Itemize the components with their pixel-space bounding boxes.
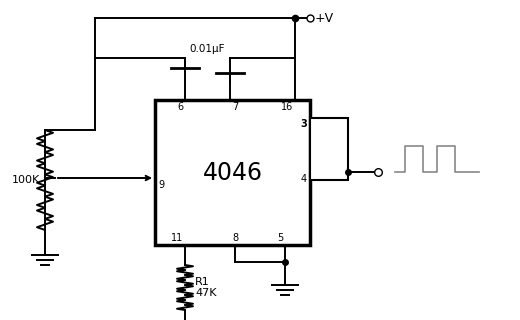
- Text: 16: 16: [281, 102, 293, 112]
- Text: 7: 7: [232, 102, 238, 112]
- Text: 100K: 100K: [12, 175, 40, 185]
- Text: 9: 9: [158, 180, 164, 190]
- Bar: [310, 118, 348, 180]
- Text: 4046: 4046: [202, 161, 263, 185]
- Text: 11: 11: [171, 233, 183, 243]
- Text: R1
47K: R1 47K: [195, 277, 216, 298]
- Text: 3: 3: [300, 119, 307, 129]
- Bar: [155, 100, 310, 245]
- Text: 6: 6: [177, 102, 183, 112]
- Text: 5: 5: [277, 233, 283, 243]
- Text: 8: 8: [232, 233, 238, 243]
- Text: 0.01μF: 0.01μF: [190, 44, 225, 54]
- Text: +V: +V: [315, 12, 334, 25]
- Text: 4: 4: [301, 174, 307, 184]
